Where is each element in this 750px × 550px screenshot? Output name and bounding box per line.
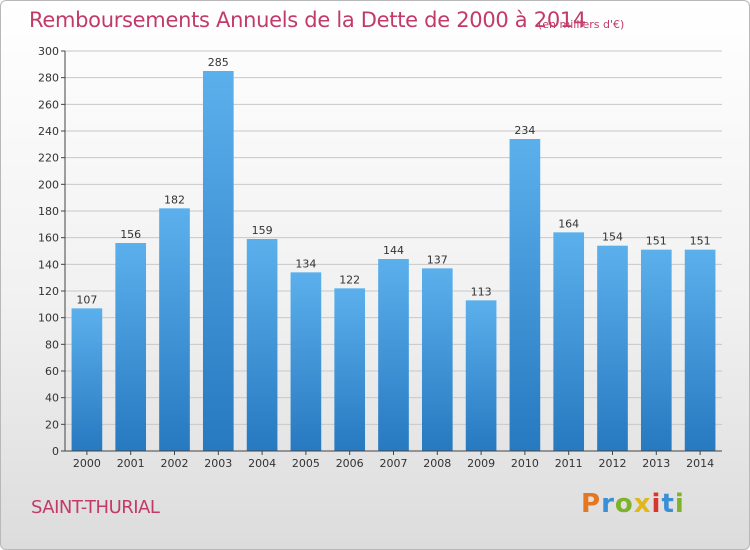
data-label-2001: 156 — [120, 228, 141, 241]
data-label-2011: 164 — [558, 217, 579, 230]
y-tick-label: 180 — [38, 205, 59, 218]
y-tick-label: 100 — [38, 312, 59, 325]
y-tick-label: 80 — [45, 338, 59, 351]
unit-note: (en milliers d'€) — [538, 18, 625, 31]
data-label-2009: 113 — [471, 285, 492, 298]
bar-2006 — [334, 288, 366, 451]
x-tick-label: 2002 — [161, 457, 189, 470]
commune-name: SAINT-THURIAL — [31, 497, 160, 518]
labels: 0 20 40 60 80 100 120 140 160 180 200 220 240 260 280 3… — [38, 45, 714, 470]
bar-2010 — [509, 139, 541, 451]
data-label-2007: 144 — [383, 244, 404, 257]
x-tick-label: 2004 — [248, 457, 276, 470]
bar-2013 — [640, 249, 672, 451]
bar-2005 — [290, 272, 322, 451]
x-tick-label: 2000 — [73, 457, 101, 470]
chart-title: Remboursements Annuels de la Dette de 20… — [29, 8, 586, 32]
y-tick-label: 20 — [45, 418, 59, 431]
bar-2009 — [465, 300, 497, 451]
x-tick-label: 2008 — [423, 457, 451, 470]
data-label-2012: 154 — [602, 231, 623, 244]
logo-letter: i — [674, 489, 685, 519]
x-tick-label: 2003 — [204, 457, 232, 470]
y-tick-label: 160 — [38, 232, 59, 245]
data-label-2004: 159 — [252, 224, 273, 237]
bar-2002 — [159, 208, 190, 451]
data-label-2002: 182 — [164, 193, 185, 206]
proxiti-logo: Proxiti — [581, 489, 685, 519]
bar-2014 — [684, 249, 716, 451]
x-tick-label: 2001 — [117, 457, 145, 470]
x-tick-label: 2006 — [336, 457, 364, 470]
bars — [71, 71, 716, 451]
data-label-2008: 137 — [427, 253, 448, 266]
y-tick-label: 60 — [45, 365, 59, 378]
data-label-2005: 134 — [295, 257, 316, 270]
y-tick-label: 40 — [45, 392, 59, 405]
bar-2008 — [421, 268, 453, 451]
x-tick-label: 2011 — [555, 457, 583, 470]
logo-letter: o — [614, 489, 634, 519]
data-label-2013: 151 — [646, 235, 667, 248]
data-label-2006: 122 — [339, 273, 360, 286]
x-tick-label: 2013 — [642, 457, 670, 470]
bar-2012 — [597, 245, 628, 451]
x-tick-label: 2009 — [467, 457, 495, 470]
y-tick-label: 240 — [38, 125, 59, 138]
x-tick-label: 2014 — [686, 457, 714, 470]
logo-letter: i — [651, 489, 662, 519]
logo-letter: x — [633, 489, 652, 519]
bar-2011 — [553, 232, 585, 451]
bar-2001 — [115, 243, 147, 451]
y-tick-label: 300 — [38, 45, 59, 58]
x-tick-label: 2010 — [511, 457, 539, 470]
bar-2007 — [378, 259, 409, 451]
logo-letter: r — [601, 489, 615, 519]
y-tick-label: 120 — [38, 285, 59, 298]
x-tick-label: 2007 — [380, 457, 408, 470]
y-tick-label: 260 — [38, 98, 59, 111]
bar-2000 — [71, 308, 103, 451]
bar-2003 — [202, 71, 234, 451]
y-tick-label: 280 — [38, 72, 59, 85]
y-tick-label: 140 — [38, 258, 59, 271]
x-tick-label: 2012 — [599, 457, 627, 470]
logo-letter: P — [581, 489, 602, 519]
data-label-2014: 151 — [690, 235, 711, 248]
x-tick-label: 2005 — [292, 457, 320, 470]
bar-2004 — [246, 239, 278, 451]
y-tick-label: 220 — [38, 152, 59, 165]
logo-letter: t — [661, 489, 675, 519]
data-label-2003: 285 — [208, 56, 229, 69]
y-tick-label: 200 — [38, 178, 59, 191]
data-label-2010: 234 — [514, 124, 535, 137]
axes — [61, 50, 722, 455]
data-label-2000: 107 — [76, 293, 97, 306]
y-tick-label: 0 — [52, 445, 59, 458]
